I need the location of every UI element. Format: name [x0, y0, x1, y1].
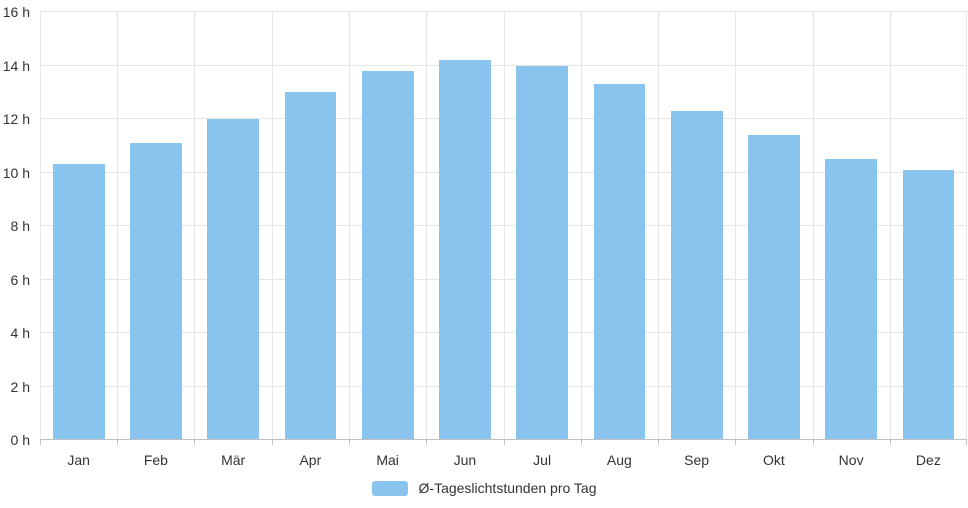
bar-aug[interactable]: [593, 84, 646, 440]
bar-slot: [195, 12, 272, 440]
x-axis-label: Okt: [762, 452, 785, 468]
y-axis-label: 6 h: [10, 271, 30, 288]
x-axis-tick: [966, 440, 967, 445]
v-gridline: [348, 12, 350, 440]
bar-jun[interactable]: [439, 60, 491, 440]
x-axis-tick: [735, 440, 737, 445]
x-axis-label: Feb: [143, 452, 168, 468]
bar-sep[interactable]: [670, 110, 723, 440]
y-axis-label: 8 h: [10, 218, 30, 234]
bar-feb[interactable]: [130, 143, 182, 440]
bar-slot: [349, 12, 426, 440]
v-gridline: [657, 12, 659, 440]
v-gridline: [271, 12, 273, 440]
bars-container: [40, 12, 967, 440]
legend-label: Ø-Tageslichtstunden pro Tag: [418, 479, 597, 496]
y-axis-label: 12 h: [2, 111, 30, 127]
y-axis-label: 2 h: [10, 378, 30, 395]
v-gridline: [735, 12, 737, 440]
y-axis-labels: 0 h 2 h 4 h 6 h 8 h 10 h 12 h 14 h 16 h: [0, 5, 30, 447]
v-gridline: [889, 12, 891, 440]
v-gridline: [503, 12, 505, 440]
x-axis-tick: [348, 440, 350, 445]
x-axis-labels: Jan Feb Mär Apr Mai Jun Jul Aug Sep Okt Nov Dez: [40, 452, 967, 468]
x-axis-label: Mär: [221, 452, 246, 468]
x-axis-tick: [194, 440, 196, 445]
bar-mär[interactable]: [207, 119, 259, 440]
v-gridline: [812, 12, 814, 440]
x-axis-tick: [812, 440, 814, 445]
x-axis-label: Dez: [915, 452, 941, 468]
x-axis-tick: [426, 440, 428, 445]
x-axis-label: Jun: [453, 452, 477, 468]
bar-slot: [504, 12, 581, 440]
x-axis-label: Nov: [838, 452, 864, 468]
bar-slot: [735, 12, 812, 440]
y-axis-label: 16 h: [2, 4, 30, 20]
x-axis-tick: [117, 440, 119, 445]
bar-mai[interactable]: [361, 70, 414, 440]
x-axis-tick: [889, 440, 891, 445]
bar-slot: [40, 12, 117, 440]
bar-slot: [890, 12, 967, 440]
x-axis-tick: [657, 440, 659, 445]
plot-area: [40, 11, 967, 440]
x-axis-tick: [503, 440, 505, 445]
y-axis-label: 0 h: [10, 432, 30, 448]
bar-slot: [117, 12, 194, 440]
v-gridline: [40, 12, 41, 440]
v-gridline: [966, 12, 967, 440]
h-gridline: [40, 11, 967, 12]
v-gridline: [580, 12, 582, 440]
bar-slot: [581, 12, 658, 440]
v-gridline: [426, 12, 428, 440]
x-axis-label: Apr: [299, 452, 322, 468]
bar-jul[interactable]: [516, 65, 568, 440]
bar-slot: [426, 12, 503, 440]
bar-slot: [658, 12, 735, 440]
x-axis-tick: [271, 440, 273, 445]
bar-nov[interactable]: [825, 159, 877, 440]
v-gridline: [117, 12, 119, 440]
bar-okt[interactable]: [748, 135, 800, 440]
bar-slot: [813, 12, 890, 440]
x-axis-label: Mai: [376, 452, 399, 468]
legend-item[interactable]: Ø-Tageslichtstunden pro Tag: [0, 480, 968, 496]
bar-apr[interactable]: [284, 92, 337, 440]
x-axis-label: Sep: [684, 452, 710, 468]
x-axis-tick: [580, 440, 582, 445]
x-axis-label: Jan: [67, 452, 90, 468]
x-axis-ticks: [40, 440, 967, 446]
x-axis-tick: [40, 440, 41, 445]
x-axis-line: [40, 439, 967, 440]
v-gridline: [194, 12, 196, 440]
bar-dez[interactable]: [902, 169, 955, 440]
y-axis-label: 4 h: [10, 325, 30, 341]
legend-swatch: [371, 480, 408, 496]
x-axis-label: Jul: [533, 452, 552, 468]
bar-jan[interactable]: [52, 164, 105, 440]
x-axis-label: Aug: [606, 452, 632, 468]
y-axis-label: 10 h: [2, 164, 30, 181]
bar-slot: [272, 12, 349, 440]
y-axis-label: 14 h: [2, 57, 30, 74]
